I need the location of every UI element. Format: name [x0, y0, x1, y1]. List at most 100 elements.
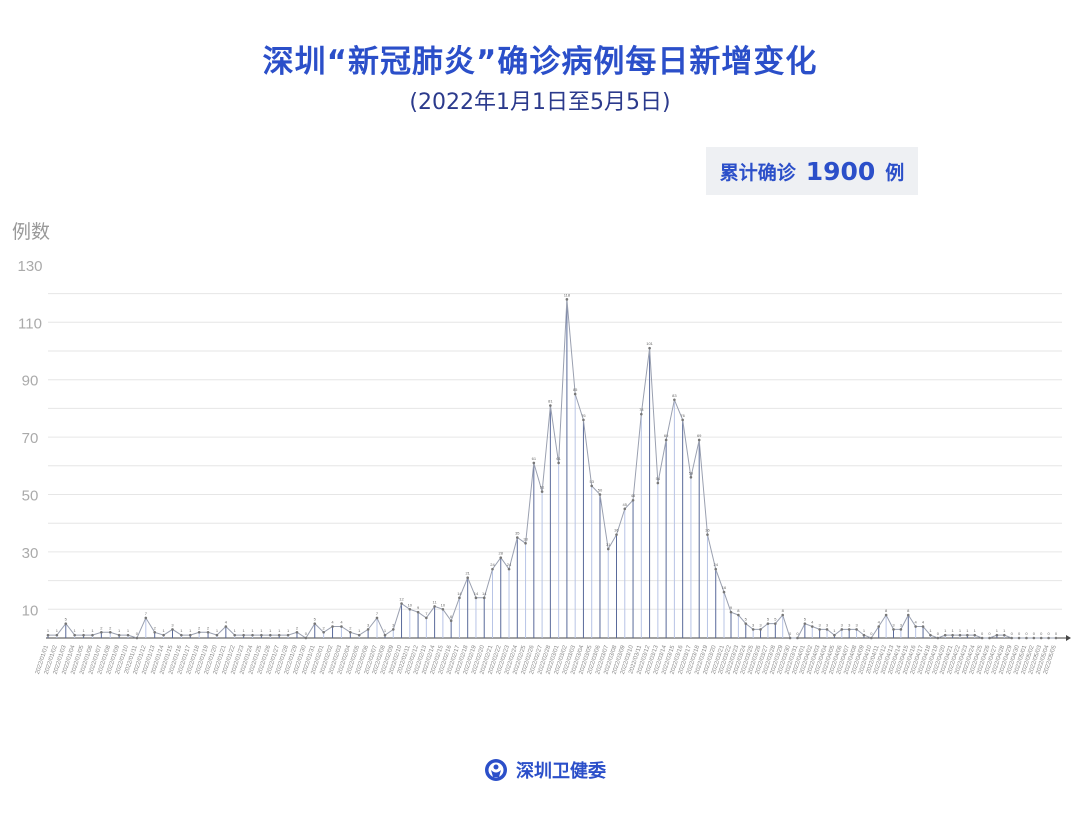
- data-point: [648, 346, 651, 350]
- data-label: 10: [441, 602, 446, 607]
- data-label: 24: [507, 562, 512, 567]
- data-point: [206, 630, 210, 634]
- data-label: 54: [656, 476, 661, 481]
- data-label: 4: [340, 620, 343, 625]
- data-label: 4: [878, 620, 881, 625]
- data-label: 0: [870, 631, 873, 636]
- data-point: [825, 628, 829, 631]
- data-point: [242, 633, 245, 637]
- data-label: 5: [804, 617, 807, 622]
- data-label: 76: [581, 413, 586, 418]
- data-label: 0: [1025, 631, 1028, 636]
- data-point: [729, 610, 733, 614]
- total-confirmed-badge: 累计确诊 1900 例: [706, 147, 918, 195]
- data-label: 3: [367, 622, 370, 627]
- data-label: 3: [171, 622, 174, 627]
- data-label: 24: [714, 562, 719, 567]
- data-point: [788, 636, 792, 640]
- data-label: 33: [523, 536, 528, 541]
- data-label: 0: [988, 631, 991, 636]
- data-label: 2: [207, 625, 210, 630]
- data-point: [722, 590, 726, 594]
- data-point: [73, 633, 76, 637]
- data-point: [640, 412, 643, 416]
- data-label: 45: [623, 502, 628, 507]
- data-point: [936, 636, 940, 640]
- data-label: 12: [399, 597, 404, 602]
- data-label: 48: [631, 493, 636, 498]
- data-point: [810, 625, 814, 628]
- data-label: 69: [697, 433, 702, 438]
- data-point: [781, 613, 785, 617]
- data-label: 1: [127, 628, 130, 633]
- data-point: [144, 616, 148, 620]
- data-label: 8: [782, 608, 785, 613]
- data-point: [744, 622, 748, 625]
- data-label: 1: [47, 628, 50, 633]
- total-unit: 例: [885, 161, 905, 184]
- data-label: 1: [74, 628, 77, 633]
- health-commission-emblem-icon: [485, 759, 507, 781]
- data-label: 4: [922, 620, 925, 625]
- data-point: [46, 633, 50, 637]
- data-point: [582, 418, 585, 422]
- data-label: 0: [1033, 631, 1036, 636]
- data-point: [180, 633, 183, 637]
- total-value: 1900: [805, 156, 876, 186]
- data-point: [188, 633, 192, 637]
- data-label: 1: [944, 628, 947, 633]
- data-point: [449, 619, 453, 623]
- data-label: 1: [951, 628, 954, 633]
- data-point: [91, 633, 94, 637]
- data-label: 1: [56, 628, 59, 633]
- data-point: [862, 633, 866, 637]
- data-label: 31: [606, 542, 611, 547]
- data-point: [331, 625, 334, 628]
- data-point: [100, 630, 103, 634]
- data-label: 1: [287, 628, 290, 633]
- data-label: 0: [789, 631, 792, 636]
- data-label: 1: [833, 628, 836, 633]
- data-point: [914, 625, 917, 628]
- data-label: 4: [331, 620, 334, 625]
- data-point: [126, 633, 130, 637]
- data-label: 14: [457, 591, 462, 596]
- data-point: [108, 630, 112, 634]
- y-tick-label: 130: [17, 258, 42, 275]
- data-label: 1: [269, 628, 272, 633]
- y-tick-label: 90: [22, 373, 39, 390]
- data-point: [474, 596, 478, 600]
- data-point: [375, 616, 379, 620]
- data-point: [524, 541, 527, 545]
- data-point: [425, 616, 428, 620]
- data-point: [929, 633, 932, 637]
- data-point: [973, 633, 977, 637]
- data-label: 24: [490, 562, 495, 567]
- data-label: 7: [376, 611, 379, 616]
- data-label: 1: [91, 628, 94, 633]
- data-label: 61: [556, 456, 561, 461]
- data-label: 3: [819, 622, 822, 627]
- data-label: 3: [892, 622, 895, 627]
- data-label: 35: [515, 531, 520, 536]
- data-label: 5: [774, 617, 777, 622]
- data-point: [507, 567, 511, 571]
- data-point: [1025, 636, 1028, 640]
- data-label: 2: [198, 625, 201, 630]
- data-point: [737, 613, 740, 617]
- data-point: [921, 625, 925, 628]
- data-point: [171, 628, 174, 631]
- data-point: [774, 622, 777, 625]
- data-point: [549, 404, 552, 407]
- data-point: [884, 613, 888, 617]
- data-label: 14: [474, 591, 479, 596]
- data-point: [1047, 636, 1050, 640]
- data-label: 1: [243, 628, 246, 633]
- data-point: [366, 628, 370, 631]
- data-point: [714, 567, 718, 571]
- data-label: 0: [1018, 631, 1021, 636]
- data-label: 1: [216, 628, 219, 633]
- y-tick-label: 50: [22, 488, 39, 505]
- data-point: [197, 630, 201, 634]
- data-point: [55, 633, 59, 637]
